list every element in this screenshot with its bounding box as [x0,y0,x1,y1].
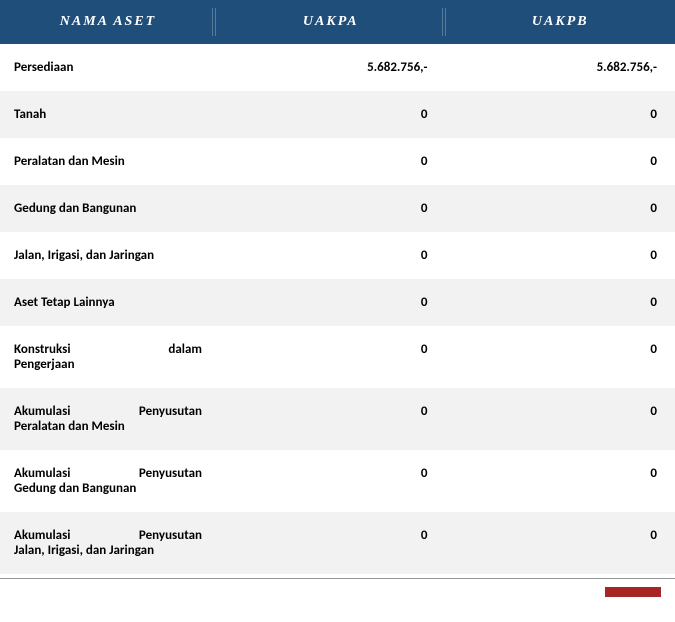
header-row: NAMA ASET UAKPA UAKPB [0,0,675,44]
table-row: Peralatan dan Mesin00 [0,138,675,185]
table-body: Persediaan5.682.756,-5.682.756,-Tanah00P… [0,44,675,574]
uakpb-cell: 0 [446,388,675,450]
asset-name-cell: Aset Tetap Lainnya [0,279,216,326]
uakpb-cell: 0 [446,450,675,512]
table-row: Jalan, Irigasi, dan Jaringan00 [0,232,675,279]
asset-name-cell: Tanah [0,91,216,138]
table-row: Akumulasi PenyusutanJalan, Irigasi, dan … [0,512,675,574]
asset-name-line1: Konstruksi dalam [14,342,202,357]
asset-name-cell: Jalan, Irigasi, dan Jaringan [0,232,216,279]
asset-table: NAMA ASET UAKPA UAKPB Persediaan5.682.75… [0,0,675,574]
table-row: Persediaan5.682.756,-5.682.756,- [0,44,675,91]
uakpa-cell: 0 [216,232,446,279]
header-uakpa: UAKPA [216,0,446,44]
asset-name-line2: Gedung dan Bangunan [14,481,202,496]
uakpa-cell: 0 [216,279,446,326]
asset-name-line1: Akumulasi Penyusutan [14,466,202,481]
table-row: Akumulasi PenyusutanGedung dan Bangunan0… [0,450,675,512]
asset-name-line2: Pengerjaan [14,357,202,372]
table-row: Akumulasi PenyusutanPeralatan dan Mesin0… [0,388,675,450]
uakpb-cell: 0 [446,326,675,388]
uakpb-cell: 0 [446,279,675,326]
asset-name-line1: Akumulasi Penyusutan [14,528,202,543]
uakpa-cell: 0 [216,388,446,450]
header-nama-aset: NAMA ASET [0,0,216,44]
asset-name-cell: Peralatan dan Mesin [0,138,216,185]
page-red-tab [0,579,675,597]
uakpa-cell: 0 [216,326,446,388]
uakpb-cell: 5.682.756,- [446,44,675,91]
uakpb-cell: 0 [446,91,675,138]
uakpb-cell: 0 [446,185,675,232]
asset-name-cell: Akumulasi PenyusutanJalan, Irigasi, dan … [0,512,216,574]
uakpb-cell: 0 [446,232,675,279]
asset-name-cell: Konstruksi dalamPengerjaan [0,326,216,388]
table-row: Gedung dan Bangunan00 [0,185,675,232]
asset-name-cell: Gedung dan Bangunan [0,185,216,232]
table-row: Konstruksi dalamPengerjaan00 [0,326,675,388]
header-uakpb: UAKPB [446,0,675,44]
asset-name-line2: Peralatan dan Mesin [14,419,202,434]
asset-table-container: NAMA ASET UAKPA UAKPB Persediaan5.682.75… [0,0,675,597]
uakpb-cell: 0 [446,138,675,185]
uakpa-cell: 0 [216,512,446,574]
asset-name-cell: Persediaan [0,44,216,91]
asset-name-line1: Akumulasi Penyusutan [14,404,202,419]
uakpa-cell: 0 [216,450,446,512]
uakpa-cell: 0 [216,91,446,138]
table-row: Tanah00 [0,91,675,138]
uakpb-cell: 0 [446,512,675,574]
uakpa-cell: 0 [216,185,446,232]
asset-name-line2: Jalan, Irigasi, dan Jaringan [14,543,202,558]
asset-name-cell: Akumulasi PenyusutanPeralatan dan Mesin [0,388,216,450]
table-row: Aset Tetap Lainnya00 [0,279,675,326]
uakpa-cell: 5.682.756,- [216,44,446,91]
uakpa-cell: 0 [216,138,446,185]
asset-name-cell: Akumulasi PenyusutanGedung dan Bangunan [0,450,216,512]
